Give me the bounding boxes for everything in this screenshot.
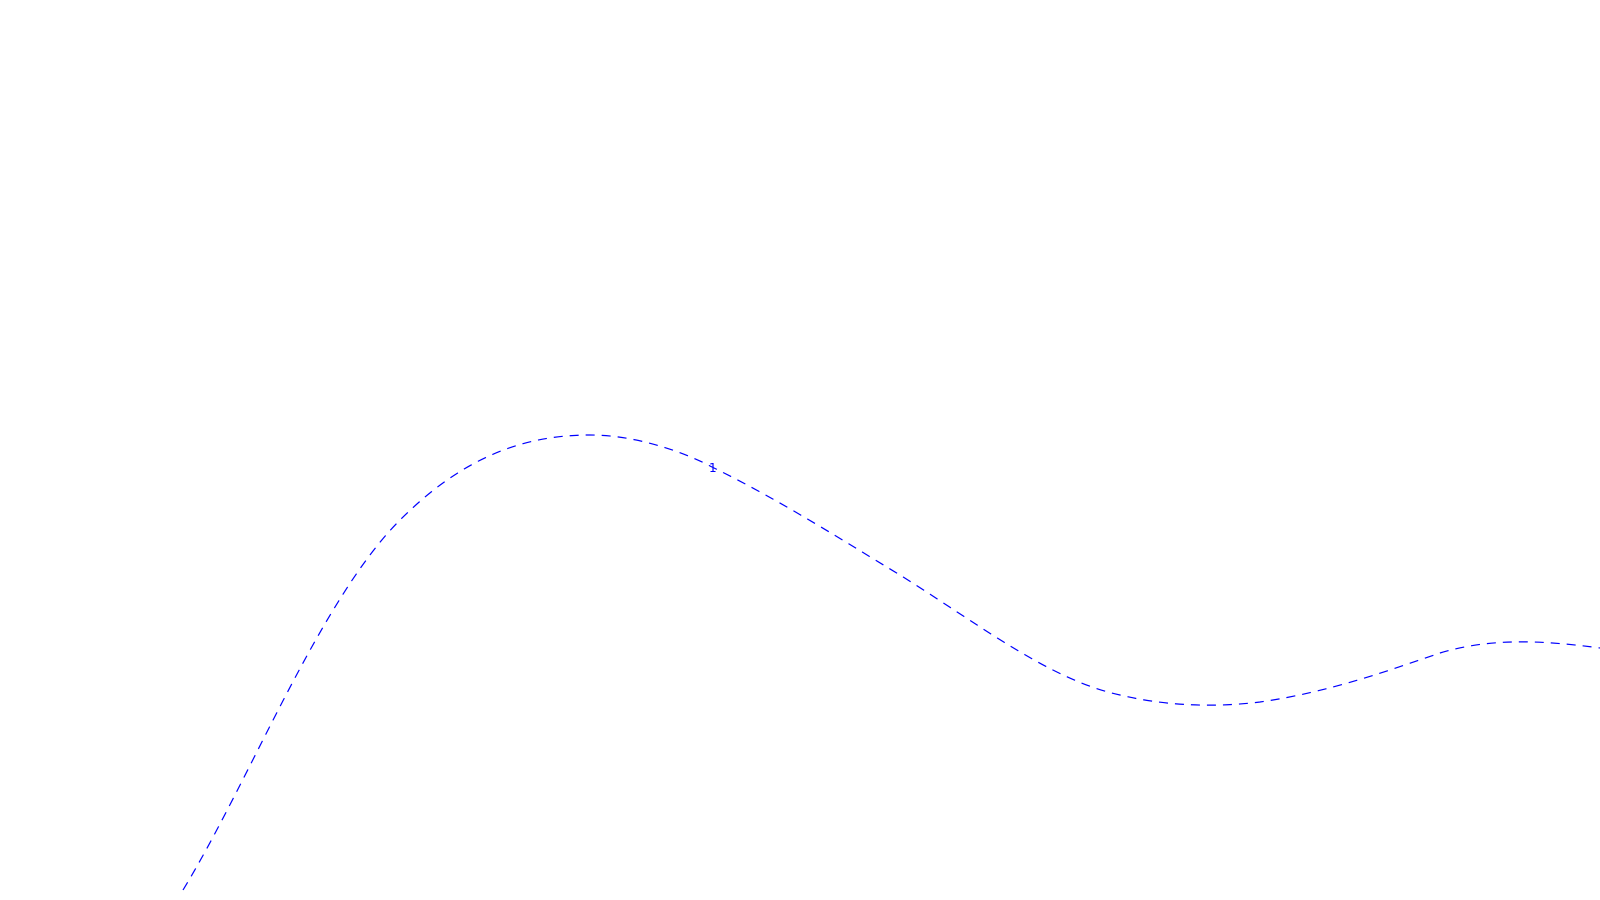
dashed-curve (182, 434, 1600, 891)
curve-label: 1 (709, 461, 717, 475)
